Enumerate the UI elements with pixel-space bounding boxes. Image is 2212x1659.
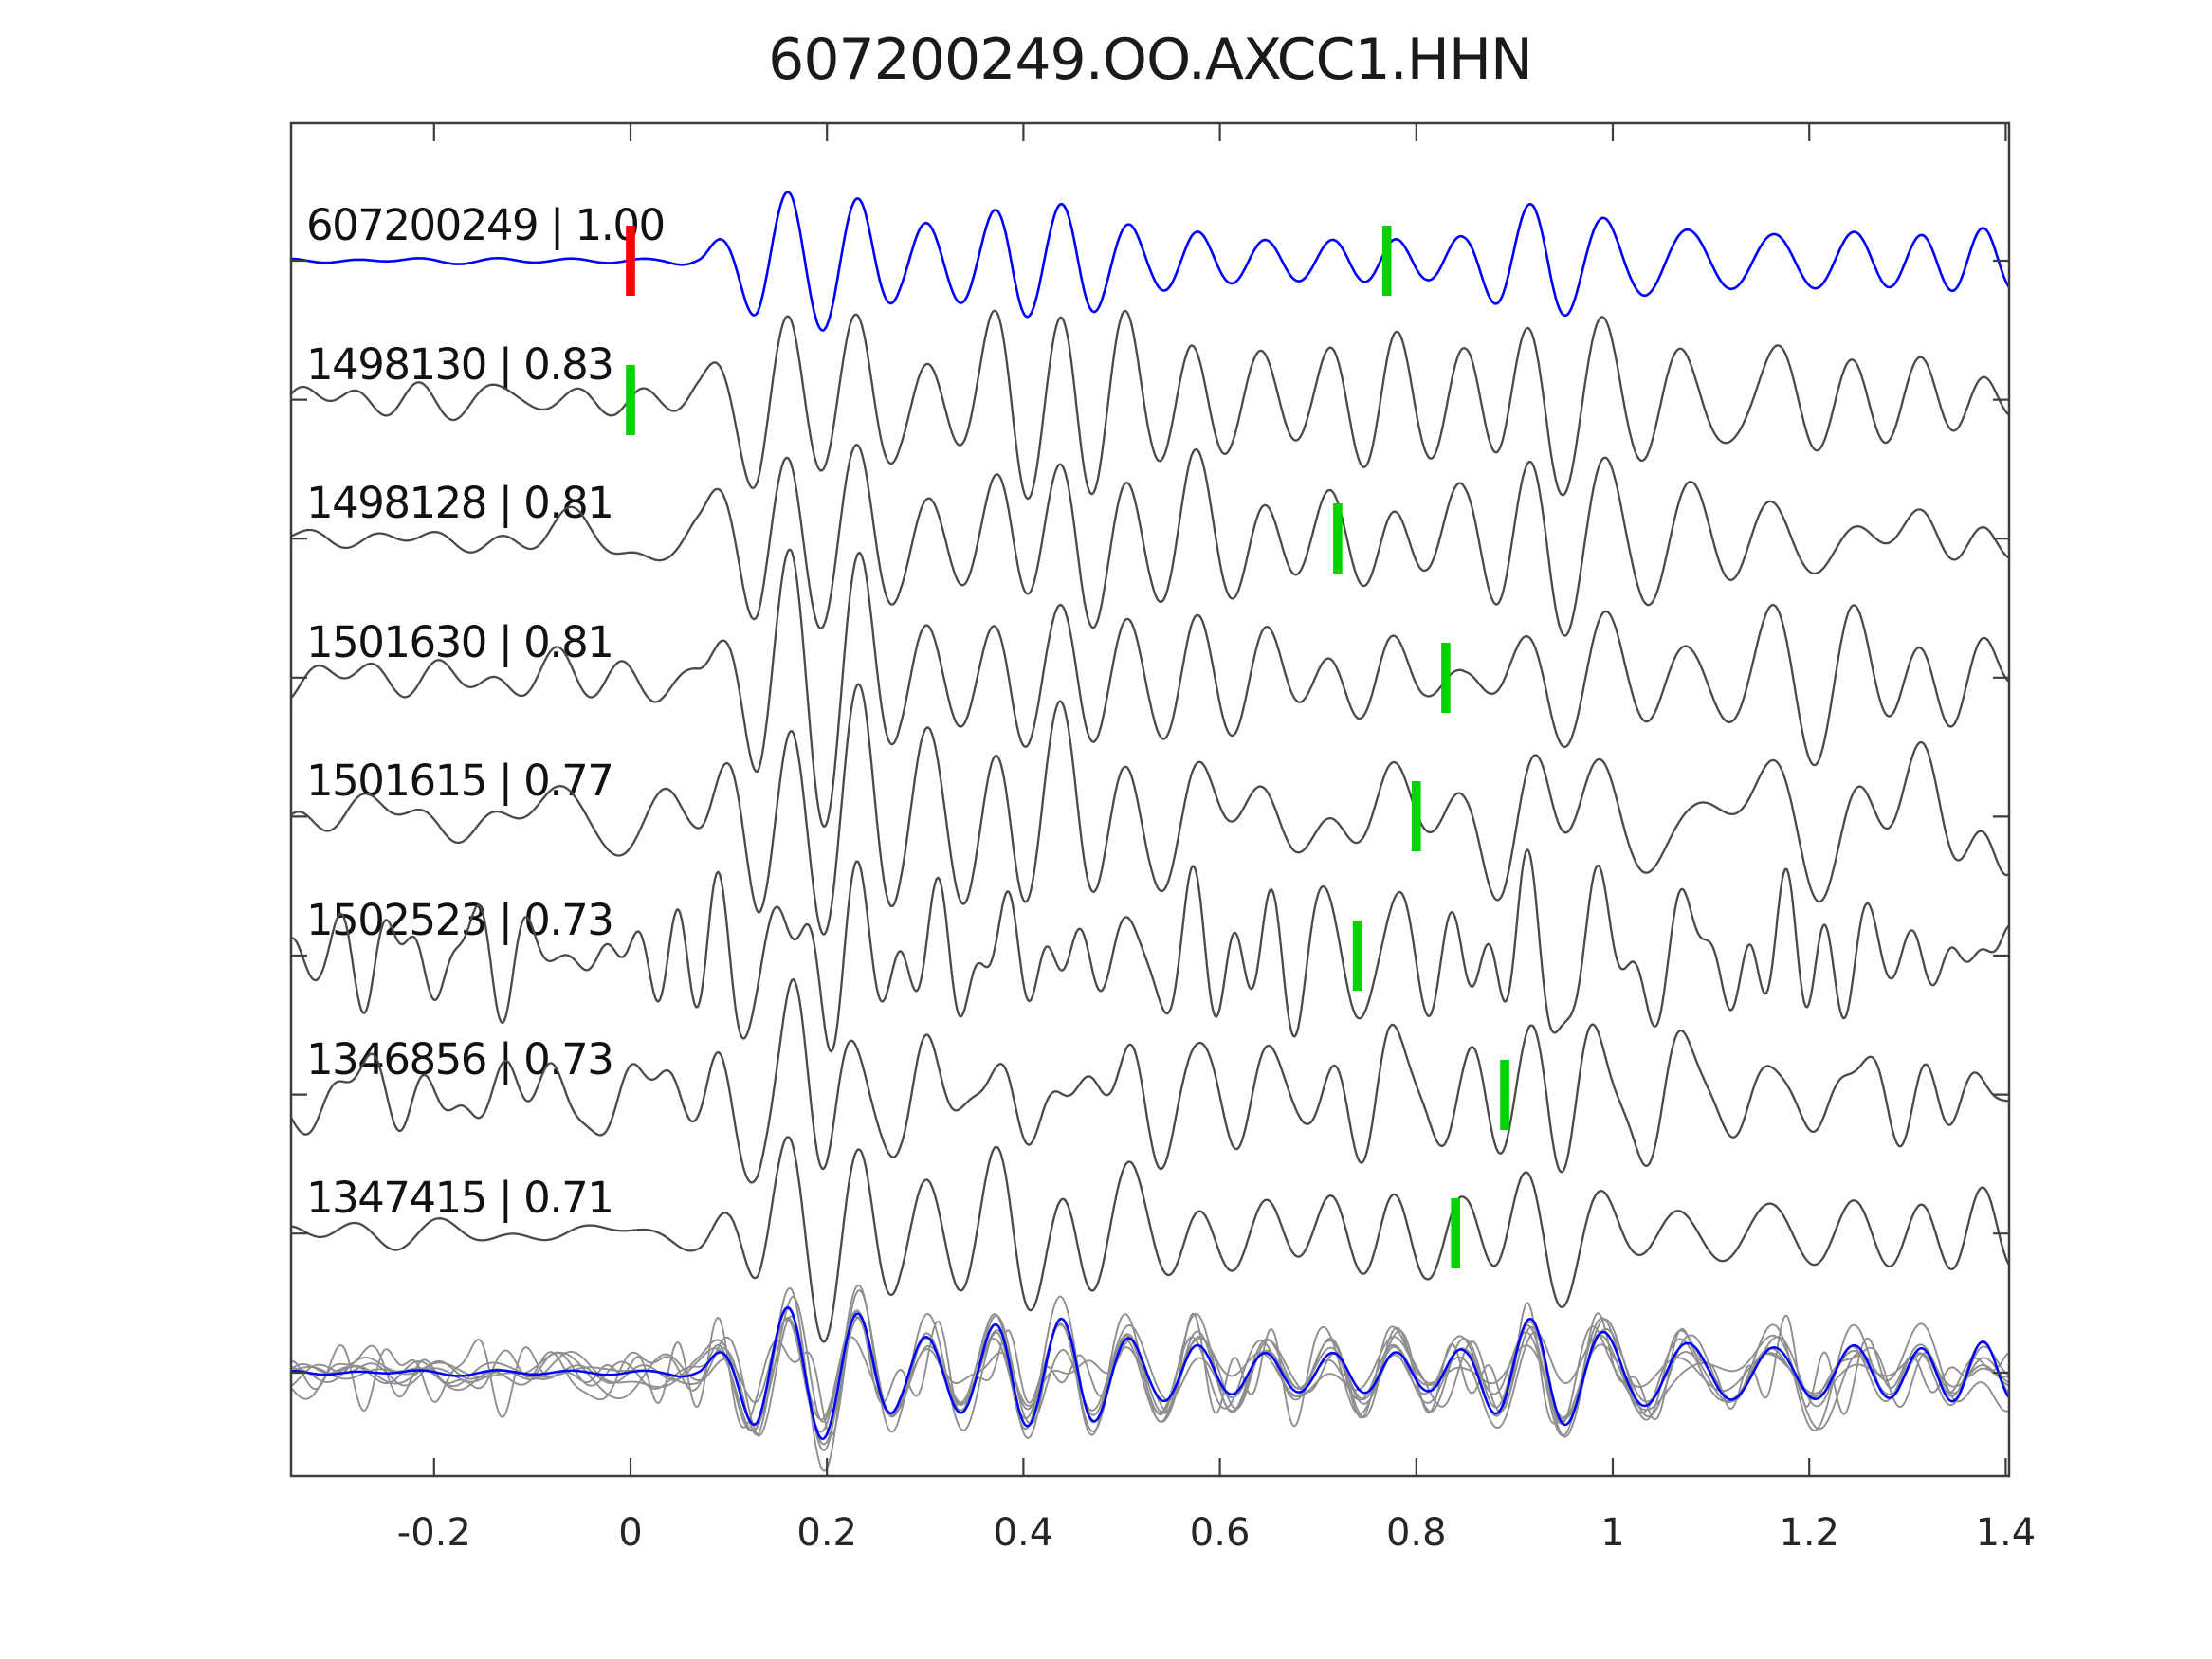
overlay-template-trace (291, 1305, 2009, 1440)
green-pick-marker-1502523 (1352, 921, 1362, 991)
trace-label-1346856: 1346856 | 0.73 (306, 1034, 612, 1085)
x-tick-label: 0.2 (796, 1511, 857, 1555)
trace-label-1501615: 1501615 | 0.77 (306, 756, 612, 806)
trace-label-1501630: 1501630 | 0.81 (306, 617, 612, 667)
x-tick-label: 0.4 (994, 1511, 1054, 1555)
pick-markers (626, 226, 1509, 1268)
detection-trace-1498128 (291, 443, 2009, 637)
detection-trace-1501615 (291, 683, 2009, 936)
plot-frame (289, 121, 2011, 1478)
x-tick-label: 1 (1600, 1511, 1624, 1555)
trace-label-1502523: 1502523 | 0.73 (306, 895, 612, 945)
x-tick-label: 1.4 (1976, 1511, 2037, 1555)
green-pick-marker-1498128 (1333, 503, 1343, 574)
overlay-detection-1501630 (291, 1287, 2009, 1472)
trace-label-1498128: 1498128 | 0.81 (306, 478, 612, 528)
x-tick-label: -0.2 (397, 1511, 471, 1555)
detection-trace-1498130 (291, 309, 2009, 501)
axis-ticks (291, 123, 2009, 1476)
x-tick-label: 0.8 (1386, 1511, 1447, 1555)
overlay-detection-1347415 (291, 1307, 2009, 1446)
green-pick-marker-1347415 (1451, 1198, 1460, 1268)
x-axis-tick-labels: -0.2 0 0.2 0.4 0.6 0.8 1 1.2 1.4 (397, 1511, 2036, 1555)
x-tick-label: 0 (618, 1511, 642, 1555)
detection-trace-1502523 (291, 848, 2009, 1053)
trace-labels: 607200249 | 1.00 1498130 | 0.83 1498128 | … (306, 200, 666, 1223)
trace-label-1347415: 1347415 | 0.71 (306, 1173, 612, 1223)
x-tick-label: 1.2 (1779, 1511, 1839, 1555)
x-tick-label: 0.6 (1190, 1511, 1251, 1555)
green-pick-marker-1501630 (1441, 643, 1451, 713)
green-pick-marker-1501615 (1412, 781, 1421, 851)
red-pick-marker-607200249 (626, 226, 635, 296)
overlay-detection-1501615 (291, 1284, 2009, 1451)
waveform-traces (291, 191, 2009, 1343)
figure-title: 607200249.OO.AXCC1.HHN (768, 27, 1532, 93)
green-pick-marker-607200249 (1381, 226, 1392, 296)
detection-trace-1501630 (291, 548, 2009, 828)
overlay-stack (291, 1284, 2009, 1472)
template-trace-607200249 (291, 191, 2009, 332)
detection-trace-1347415 (291, 1136, 2009, 1343)
green-pick-marker-1498130 (626, 365, 635, 435)
green-pick-marker-1346856 (1500, 1060, 1509, 1130)
detection-trace-1346856 (291, 978, 2009, 1184)
trace-label-607200249: 607200249 | 1.00 (306, 200, 665, 250)
trace-label-1498130: 1498130 | 0.83 (306, 339, 612, 390)
